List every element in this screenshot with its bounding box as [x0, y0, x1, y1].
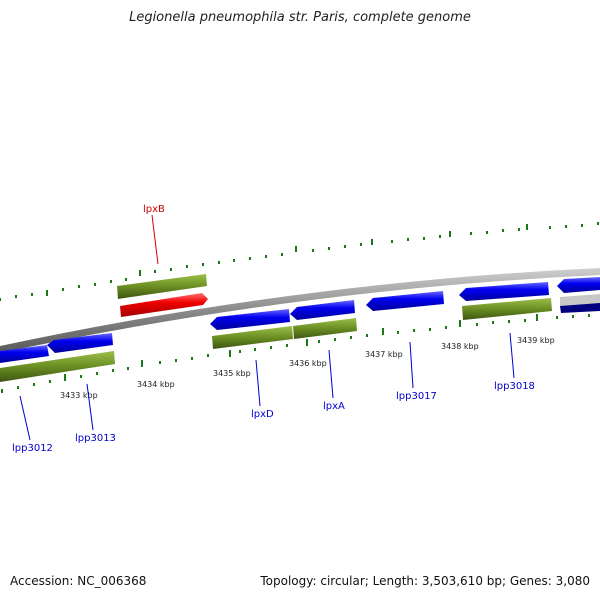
gene-label-lpp3012: lpp3012: [12, 443, 53, 454]
gene-arrow-lpp3017[interactable]: [366, 291, 444, 311]
map-title: Legionella pneumophila str. Paris, compl…: [129, 10, 471, 25]
kbp-label: 3433 kbp: [60, 391, 98, 400]
orf-bar: [462, 298, 552, 320]
scale-labels: 3433 kbp 3434 kbp 3435 kbp 3436 kbp 3437…: [60, 336, 555, 400]
gene-arrow-partial[interactable]: [557, 277, 600, 293]
accession-text: Accession: NC_006368: [10, 574, 147, 588]
gene-arrow-lpp3012[interactable]: [0, 345, 49, 363]
gene-arrow-lpxb[interactable]: [120, 293, 208, 317]
gene-arrow-lpxa[interactable]: [290, 300, 355, 320]
orf-bar: [293, 318, 357, 339]
gene-arrow-lpxd[interactable]: [210, 309, 290, 330]
gene-labels: lpxB lpp3012 lpp3013 lpxD lpxA lpp3017 l…: [12, 204, 535, 454]
gene-label-lpxd: lpxD: [251, 409, 274, 420]
label-leaders: [19, 214, 515, 441]
gene-label-lpp3017: lpp3017: [396, 391, 437, 402]
kbp-label: 3436 kbp: [289, 359, 327, 368]
gene-arrow-lpp3018[interactable]: [459, 282, 549, 301]
gene-label-lpxa: lpxA: [323, 401, 345, 412]
kbp-label: 3437 kbp: [365, 350, 403, 359]
gene-arrow-partial: [560, 303, 600, 313]
orf-bar: [212, 326, 293, 349]
kbp-label: 3434 kbp: [137, 380, 175, 389]
gene-label-lpp3013: lpp3013: [75, 433, 116, 444]
gene-label-lpxb: lpxB: [143, 204, 165, 215]
gene-arrow-lpp3013[interactable]: [47, 333, 113, 353]
kbp-label: 3438 kbp: [441, 342, 479, 351]
inner-tick-track: [1, 314, 590, 393]
genome-backbone: [0, 268, 600, 353]
outer-tick-track: [0, 222, 599, 301]
orf-bar: [117, 274, 207, 299]
kbp-label: 3439 kbp: [517, 336, 555, 345]
gene-label-lpp3018: lpp3018: [494, 381, 535, 392]
genome-summary-text: Topology: circular; Length: 3,503,610 bp…: [260, 574, 590, 588]
orf-bar: [0, 351, 115, 382]
kbp-label: 3435 kbp: [213, 369, 251, 378]
